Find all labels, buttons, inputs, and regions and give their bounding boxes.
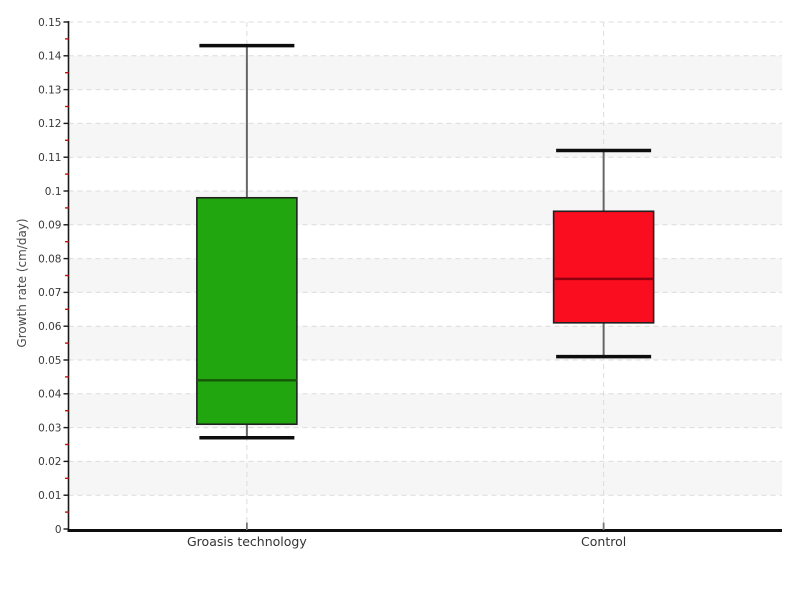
y-tick-label: 0.12	[38, 118, 61, 130]
y-tick-label: 0.15	[38, 17, 61, 29]
background-band	[68, 326, 782, 360]
y-tick-label: 0.02	[38, 456, 61, 468]
y-tick-label: 0.13	[38, 84, 61, 96]
background-band	[68, 191, 782, 225]
y-axis-title: Growth rate (cm/day)	[15, 218, 29, 347]
background-band	[68, 55, 782, 90]
y-tick-label: 0.01	[38, 490, 61, 502]
iqr-box	[196, 196, 298, 426]
y-tick-label: 0.09	[38, 220, 61, 232]
y-tick-label: 0	[55, 524, 62, 536]
y-tick-label: 0.04	[38, 389, 62, 401]
background-band	[68, 123, 782, 158]
background-band	[68, 461, 782, 496]
background-band	[68, 393, 782, 428]
x-category-label: Groasis technology	[187, 534, 307, 549]
y-tick-label: 0.06	[38, 321, 62, 333]
background-band	[68, 258, 782, 293]
y-tick-label: 0.08	[38, 253, 61, 265]
boxplot-groasis-technology	[196, 43, 298, 440]
boxplot-control	[552, 148, 655, 359]
tick-and-category-labels: 0 0.01 0.02 0.03 0.04 0.05 0.06 0.07 0.08 0.09 0.1…	[38, 17, 626, 549]
y-tick-label: 0.11	[38, 152, 61, 164]
y-tick-label: 0.07	[38, 287, 61, 299]
y-tick-label: 0.14	[38, 51, 62, 63]
x-category-label: Control	[581, 534, 626, 549]
y-tick-label: 0.03	[38, 422, 61, 434]
axes-and-ticks	[63, 21, 782, 532]
background-bands	[68, 55, 782, 496]
iqr-box	[552, 210, 655, 324]
y-tick-label: 0.1	[45, 186, 62, 198]
y-tick-label: 0.05	[38, 355, 61, 367]
box-series	[196, 43, 655, 440]
